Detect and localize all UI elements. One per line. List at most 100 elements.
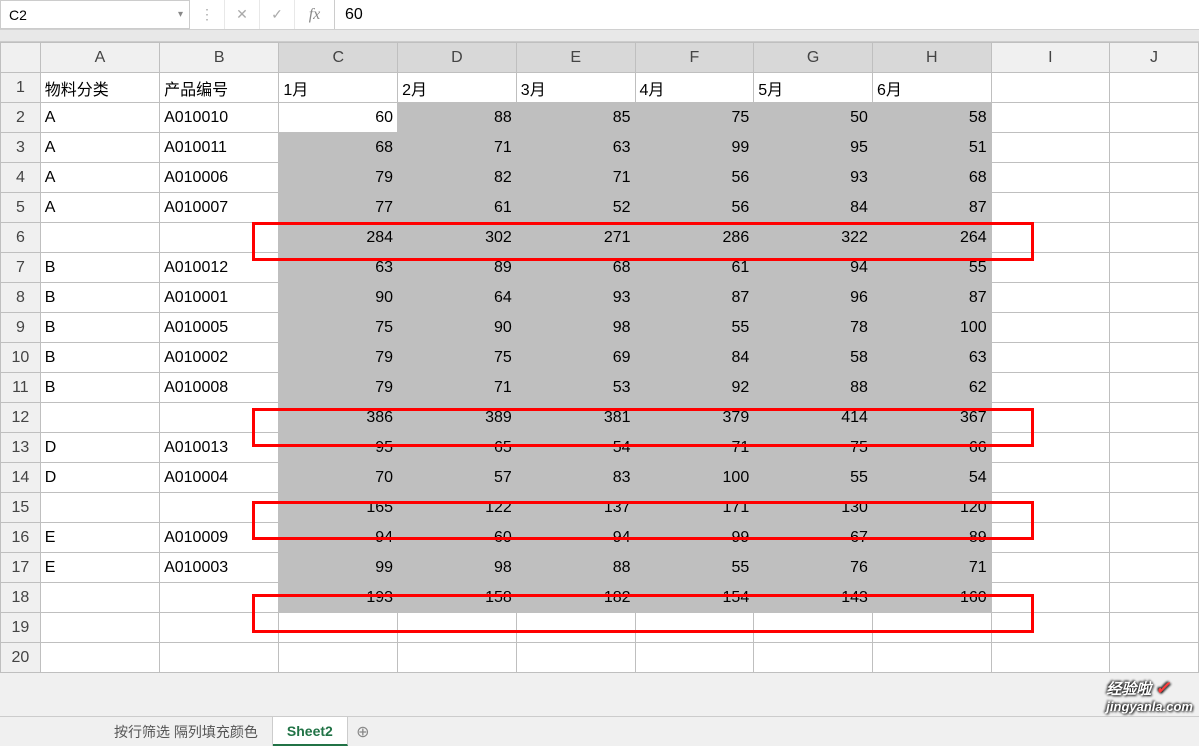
cell-I20[interactable] [991,643,1109,673]
cell-I19[interactable] [991,613,1109,643]
cell-F12[interactable]: 379 [635,403,754,433]
cell-G1[interactable]: 5月 [754,73,873,103]
cell-J7[interactable] [1110,253,1199,283]
cell-F15[interactable]: 171 [635,493,754,523]
cell-J1[interactable] [1110,73,1199,103]
row-header-18[interactable]: 18 [1,583,41,613]
cell-C20[interactable] [279,643,398,673]
cell-F14[interactable]: 100 [635,463,754,493]
row-header-19[interactable]: 19 [1,613,41,643]
cell-B3[interactable]: A010011 [160,133,279,163]
cell-D16[interactable]: 60 [398,523,517,553]
cell-H14[interactable]: 54 [872,463,991,493]
col-header-J[interactable]: J [1110,43,1199,73]
cell-J12[interactable] [1110,403,1199,433]
cell-F16[interactable]: 99 [635,523,754,553]
cell-D4[interactable]: 82 [398,163,517,193]
col-header-D[interactable]: D [398,43,517,73]
cell-D6[interactable]: 302 [398,223,517,253]
cell-C14[interactable]: 70 [279,463,398,493]
cell-B6[interactable] [160,223,279,253]
cell-E16[interactable]: 94 [516,523,635,553]
cell-A9[interactable]: B [40,313,159,343]
cell-C8[interactable]: 90 [279,283,398,313]
col-header-I[interactable]: I [991,43,1109,73]
cell-H6[interactable]: 264 [872,223,991,253]
cell-D7[interactable]: 89 [398,253,517,283]
cell-D13[interactable]: 65 [398,433,517,463]
cell-F7[interactable]: 61 [635,253,754,283]
cell-E13[interactable]: 54 [516,433,635,463]
cell-C3[interactable]: 68 [279,133,398,163]
cell-H20[interactable] [872,643,991,673]
cell-F8[interactable]: 87 [635,283,754,313]
cell-G16[interactable]: 67 [754,523,873,553]
cell-B4[interactable]: A010006 [160,163,279,193]
select-all-corner[interactable] [1,43,41,73]
row-header-3[interactable]: 3 [1,133,41,163]
cell-I2[interactable] [991,103,1109,133]
cell-A14[interactable]: D [40,463,159,493]
cell-E8[interactable]: 93 [516,283,635,313]
row-header-14[interactable]: 14 [1,463,41,493]
row-header-2[interactable]: 2 [1,103,41,133]
cell-J16[interactable] [1110,523,1199,553]
cell-E12[interactable]: 381 [516,403,635,433]
cell-G19[interactable] [754,613,873,643]
cell-C2[interactable]: 60 [279,103,398,133]
row-header-11[interactable]: 11 [1,373,41,403]
cell-G12[interactable]: 414 [754,403,873,433]
cell-A2[interactable]: A [40,103,159,133]
cell-F9[interactable]: 55 [635,313,754,343]
cell-A7[interactable]: B [40,253,159,283]
cell-B20[interactable] [160,643,279,673]
cell-I18[interactable] [991,583,1109,613]
row-header-9[interactable]: 9 [1,313,41,343]
cell-H13[interactable]: 66 [872,433,991,463]
cell-B13[interactable]: A010013 [160,433,279,463]
cell-F19[interactable] [635,613,754,643]
cell-C4[interactable]: 79 [279,163,398,193]
cell-I1[interactable] [991,73,1109,103]
cell-A1[interactable]: 物料分类 [40,73,159,103]
row-header-20[interactable]: 20 [1,643,41,673]
cell-A6[interactable] [40,223,159,253]
cell-A18[interactable] [40,583,159,613]
cell-F13[interactable]: 71 [635,433,754,463]
row-header-1[interactable]: 1 [1,73,41,103]
name-box-dropdown-icon[interactable]: ▾ [178,9,183,20]
cell-H9[interactable]: 100 [872,313,991,343]
cell-H1[interactable]: 6月 [872,73,991,103]
cell-B5[interactable]: A010007 [160,193,279,223]
cell-D8[interactable]: 64 [398,283,517,313]
cell-F4[interactable]: 56 [635,163,754,193]
cell-H4[interactable]: 68 [872,163,991,193]
cell-B9[interactable]: A010005 [160,313,279,343]
cell-H18[interactable]: 160 [872,583,991,613]
cell-H2[interactable]: 58 [872,103,991,133]
cell-J19[interactable] [1110,613,1199,643]
cell-E10[interactable]: 69 [516,343,635,373]
cell-G17[interactable]: 76 [754,553,873,583]
col-header-F[interactable]: F [635,43,754,73]
cell-E15[interactable]: 137 [516,493,635,523]
col-header-G[interactable]: G [754,43,873,73]
cell-B8[interactable]: A010001 [160,283,279,313]
cell-B17[interactable]: A010003 [160,553,279,583]
cell-B1[interactable]: 产品编号 [160,73,279,103]
col-header-E[interactable]: E [516,43,635,73]
cell-G13[interactable]: 75 [754,433,873,463]
cell-C1[interactable]: 1月 [279,73,398,103]
row-header-7[interactable]: 7 [1,253,41,283]
cell-B2[interactable]: A010010 [160,103,279,133]
cell-J10[interactable] [1110,343,1199,373]
cell-H17[interactable]: 71 [872,553,991,583]
cell-D14[interactable]: 57 [398,463,517,493]
cell-A16[interactable]: E [40,523,159,553]
cell-A17[interactable]: E [40,553,159,583]
cell-A10[interactable]: B [40,343,159,373]
cell-C11[interactable]: 79 [279,373,398,403]
cell-C18[interactable]: 193 [279,583,398,613]
row-header-15[interactable]: 15 [1,493,41,523]
cell-C9[interactable]: 75 [279,313,398,343]
